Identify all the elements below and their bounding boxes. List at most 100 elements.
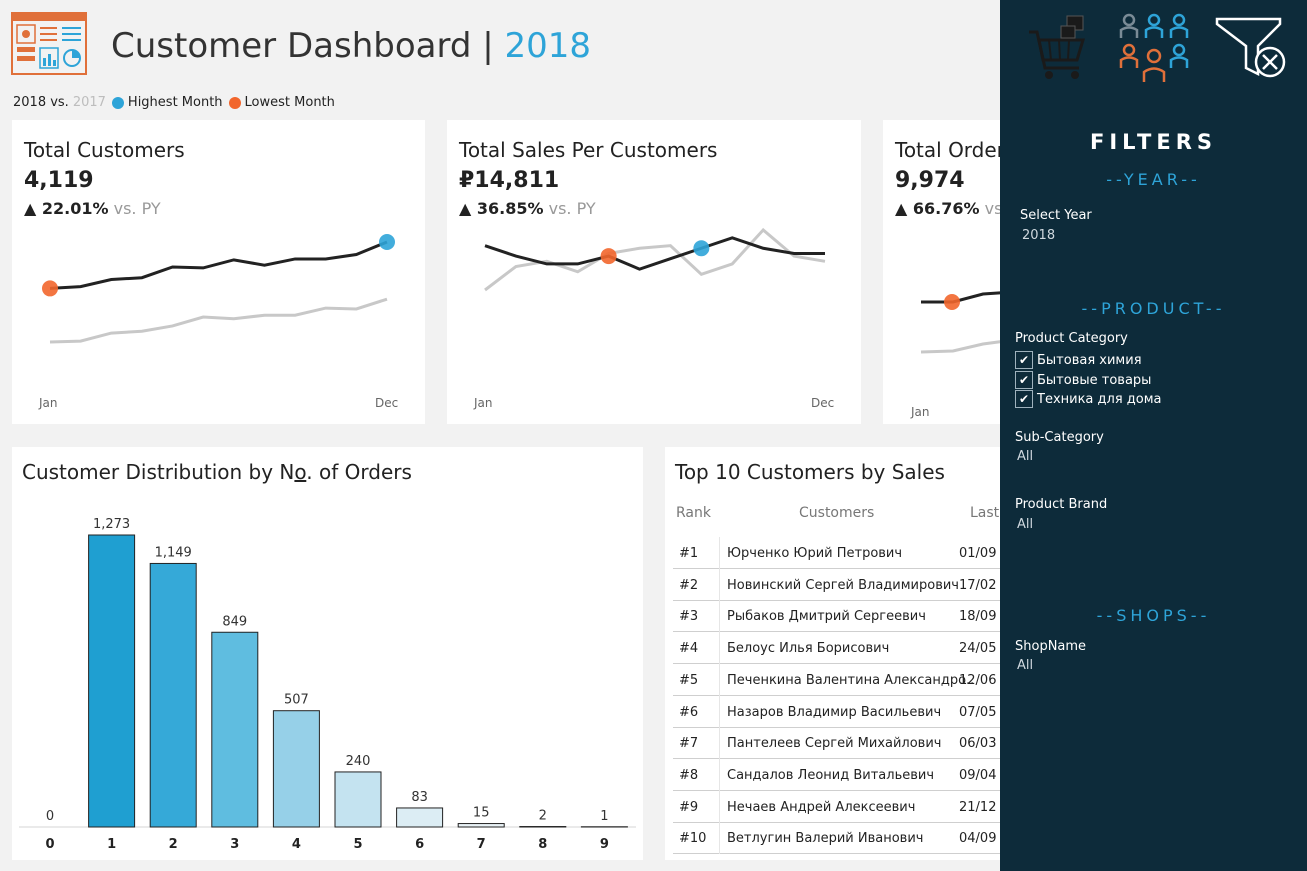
select-year-dropdown[interactable]: 2018 (1022, 228, 1056, 243)
table-row[interactable]: #3 Рыбаков Дмитрий Сергеевич 18/09 (673, 600, 1013, 633)
subcategory-dropdown[interactable]: All (1017, 449, 1034, 464)
page-title: Customer Dashboard | 2018 (111, 26, 591, 66)
row-last-date: 04/09 (959, 831, 997, 847)
checkbox-checked-icon[interactable]: ✔ (1015, 351, 1033, 369)
row-separator (719, 537, 720, 569)
x-axis-start-label: Jan (474, 396, 493, 410)
distribution-bar-chart[interactable]: 0 0 1,273 1 1,149 2 849 3 507 4 240 5 83 6 15 7 2 8 1 9 (12, 447, 643, 860)
row-customer-name: Юрченко Юрий Петрович (727, 546, 903, 561)
table-row[interactable]: #6 Назаров Владимир Васильевич 07/05 (673, 695, 1013, 728)
top-customers-title: Top 10 Customers by Sales (675, 460, 945, 484)
category-checkbox-2[interactable]: ✔ Бытовые товары (1015, 371, 1151, 389)
col-header-last[interactable]: Last (970, 505, 1000, 521)
table-row[interactable]: #4 Белоус Илья Борисович 24/05 (673, 632, 1013, 665)
series-current-line (484, 236, 825, 271)
product-brand-dropdown[interactable]: All (1017, 517, 1034, 532)
row-separator (719, 695, 720, 728)
x-tick-label: 8 (538, 837, 547, 852)
x-tick-label: 6 (415, 837, 424, 852)
shopping-cart-icon[interactable] (1027, 12, 1089, 84)
x-tick-label: 0 (45, 837, 54, 852)
row-customer-name: Назаров Владимир Васильевич (727, 704, 942, 720)
row-rank: #8 (679, 767, 699, 783)
bar (457, 823, 505, 828)
product-category-label: Product Category (1015, 331, 1128, 346)
category-option-label: Бытовые товары (1037, 372, 1152, 388)
table-row[interactable]: #10 Ветлугин Валерий Иванович 04/09 (673, 822, 1013, 855)
row-last-date: 18/09 (959, 609, 997, 625)
customers-group-icon[interactable] (1117, 12, 1191, 84)
row-customer-name: Ветлугин Валерий Иванович (727, 831, 924, 847)
kpi-value: 9,974 (895, 168, 965, 193)
series-current-line (921, 290, 1014, 304)
bar-value-label: 1,149 (155, 545, 192, 560)
row-rank: #7 (679, 736, 699, 752)
shop-name-dropdown[interactable]: All (1017, 658, 1034, 673)
x-tick-label: 4 (292, 837, 301, 852)
x-tick-label: 5 (353, 837, 362, 852)
lowest-month-marker (944, 294, 960, 310)
category-option-label: Бытовая химия (1037, 352, 1142, 368)
kpi-value: ₽14,811 (459, 168, 560, 193)
table-row[interactable]: #8 Сандалов Леонид Витальевич 09/04 (673, 758, 1013, 791)
kpi-delta: ▲ 36.85% vs. PY (459, 199, 596, 218)
row-customer-name: Сандалов Леонид Витальевич (727, 767, 935, 783)
legend-previous-year: 2017 (72, 95, 106, 110)
row-rank: #4 (679, 641, 699, 657)
category-checkbox-3[interactable]: ✔ Техника для дома (1015, 390, 1162, 408)
row-rank: #6 (679, 704, 699, 720)
row-separator (719, 822, 720, 855)
kpi-card-sales-per-customer[interactable]: Total Sales Per Customers ₽14,811 ▲ 36.8… (447, 120, 861, 424)
highest-month-marker (379, 234, 395, 250)
row-last-date: 06/03 (959, 736, 997, 752)
kpi-value: 4,119 (24, 168, 94, 193)
row-last-date: 21/12 (959, 799, 997, 815)
clear-filter-icon[interactable] (1214, 16, 1286, 82)
highest-month-marker (693, 240, 710, 257)
row-rank: #10 (679, 831, 707, 847)
table-row[interactable]: #1 Юрченко Юрий Петрович 01/09 (673, 537, 1013, 569)
x-tick-label: 1 (107, 837, 116, 852)
table-row[interactable]: #7 Пантелеев Сергей Михайлович 06/03 (673, 727, 1013, 760)
bar-value-label: 83 (411, 790, 428, 805)
table-row[interactable]: #5 Печенкина Валентина Александро.. 12/06 (673, 663, 1013, 696)
table-row[interactable]: #9 Нечаев Андрей Алексеевич 21/12 (673, 790, 1013, 823)
kpi-delta-suffix: vs. PY (548, 199, 596, 218)
row-rank: #5 (679, 672, 699, 688)
checkbox-checked-icon[interactable]: ✔ (1015, 371, 1033, 389)
kpi-delta-suffix: vs. PY (113, 199, 161, 218)
product-section-header: --PRODUCT-- (1081, 299, 1226, 318)
x-tick-label: 9 (600, 837, 609, 852)
bar (334, 771, 382, 828)
row-last-date: 12/06 (959, 672, 997, 688)
bar (396, 807, 444, 828)
table-row[interactable]: #2 Новинский Сергей Владимирович 17/02 (673, 568, 1013, 601)
row-separator (719, 600, 720, 633)
legend-current-year: 2018 vs. (13, 95, 69, 110)
checkbox-checked-icon[interactable]: ✔ (1015, 390, 1033, 408)
kpi-orders-line-chart[interactable] (883, 220, 1083, 400)
category-checkbox-1[interactable]: ✔ Бытовая химия (1015, 351, 1142, 369)
row-separator (719, 632, 720, 665)
col-header-customers[interactable]: Customers (799, 505, 875, 521)
page-title-year: 2018 (504, 26, 592, 66)
kpi-line-chart[interactable] (12, 220, 425, 400)
kpi-card-total-customers[interactable]: Total Customers 4,119 ▲ 22.01% vs. PY Ja… (12, 120, 425, 424)
header: Customer Dashboard | 2018 (0, 0, 1000, 92)
bar (88, 534, 136, 828)
col-header-rank[interactable]: Rank (676, 505, 711, 521)
row-customer-name: Нечаев Андрей Алексеевич (727, 799, 916, 815)
x-axis-end-label: Dec (375, 396, 399, 410)
kpi-line-chart[interactable] (447, 220, 861, 400)
bar-value-label: 0 (46, 809, 54, 824)
x-tick-label: 7 (477, 837, 486, 852)
bar (272, 710, 320, 828)
lowest-month-marker (600, 248, 617, 265)
shop-name-label: ShopName (1015, 639, 1087, 654)
top-customers-card: Top 10 Customers by Sales Rank Customers… (665, 447, 1065, 860)
year-section-header: --YEAR-- (1106, 170, 1201, 189)
distribution-title-part2: . of Orders (306, 460, 412, 484)
bar-value-label: 849 (222, 614, 247, 629)
legend-lowest-label: Lowest Month (244, 95, 335, 110)
bar-value-label: 15 (473, 806, 490, 821)
